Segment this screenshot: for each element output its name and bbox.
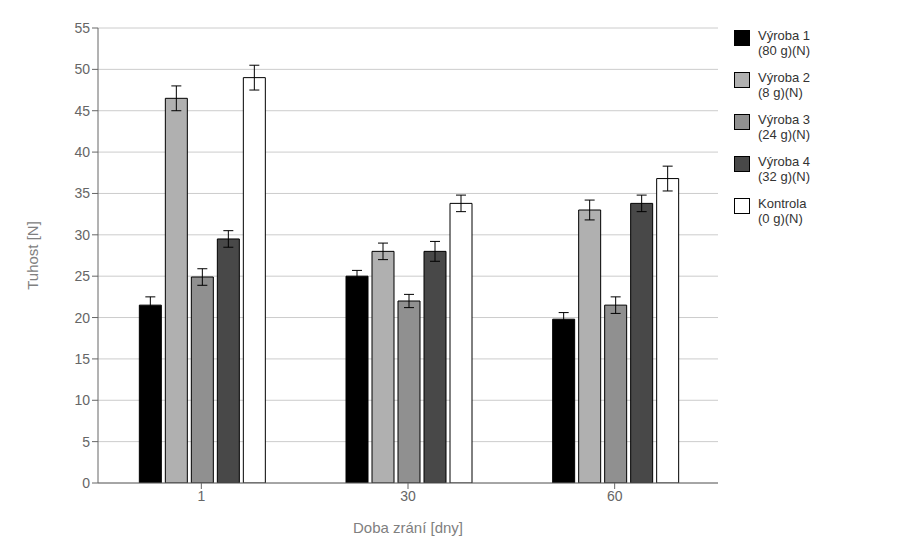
svg-text:60: 60 <box>607 488 623 504</box>
svg-text:25: 25 <box>74 268 90 284</box>
svg-text:Tuhost [N]: Tuhost [N] <box>24 221 41 290</box>
html-text:Výroba 4 (32 g)(N): Výroba 4 (32 g)(N) <box>758 154 810 184</box>
svg-text:15: 15 <box>74 351 90 367</box>
svg-text:5: 5 <box>82 434 90 450</box>
svg-text:30: 30 <box>400 488 416 504</box>
svg-text:10: 10 <box>74 392 90 408</box>
svg-text:35: 35 <box>74 185 90 201</box>
html-text:Výroba 2 (8 g)(N): Výroba 2 (8 g)(N) <box>758 70 810 100</box>
svg-text:45: 45 <box>74 103 90 119</box>
svg-text:55: 55 <box>74 20 90 36</box>
svg-text:50: 50 <box>74 61 90 77</box>
svg-text:0: 0 <box>82 475 90 491</box>
svg-text:20: 20 <box>74 310 90 326</box>
svg-text:40: 40 <box>74 144 90 160</box>
html-text:Výroba 3 (24 g)(N): Výroba 3 (24 g)(N) <box>758 112 810 142</box>
svg-text:30: 30 <box>74 227 90 243</box>
svg-text:Doba zrání [dny]: Doba zrání [dny] <box>353 519 463 536</box>
html-text:Kontrola (0 g)(N): Kontrola (0 g)(N) <box>758 196 807 226</box>
html-text:Výroba 1 (80 g)(N): Výroba 1 (80 g)(N) <box>758 28 810 58</box>
svg-text:1: 1 <box>197 488 205 504</box>
